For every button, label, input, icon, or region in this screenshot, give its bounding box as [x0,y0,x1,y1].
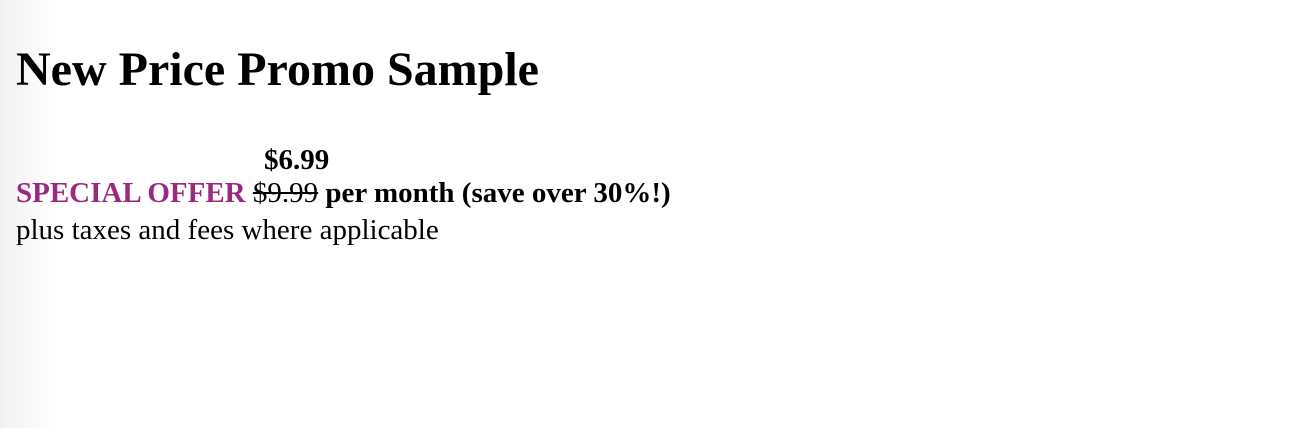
old-price: $9.99 [252,177,319,209]
offer-line: SPECIAL OFFER $9.99 per month (save over… [16,176,671,210]
per-month-text: per month (save over 30%!) [325,177,671,209]
fine-print: plus taxes and fees where applicable [16,214,439,246]
special-offer-label: SPECIAL OFFER [16,177,246,209]
new-price: $6.99 [264,144,330,176]
page-title: New Price Promo Sample [16,43,539,96]
